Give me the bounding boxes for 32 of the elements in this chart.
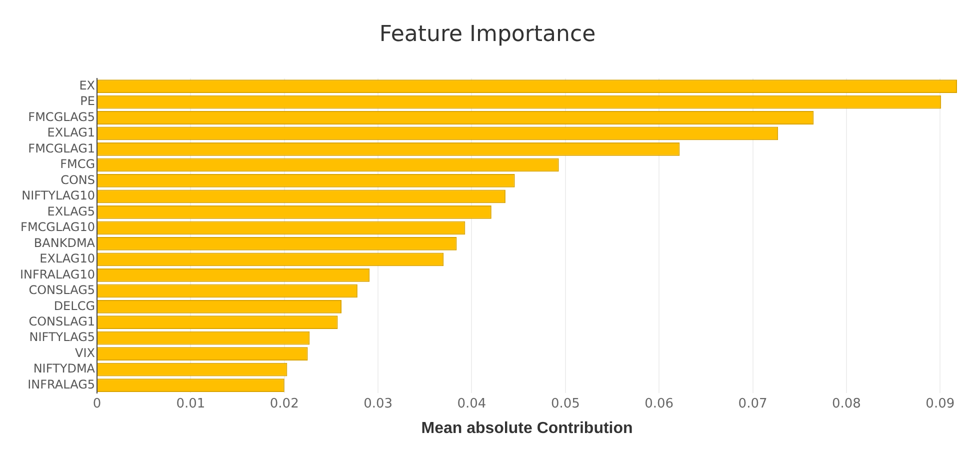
x-tick-label: 0.01 <box>176 396 206 412</box>
y-tick-label: EXLAG5 <box>47 204 96 218</box>
y-tick-label: FMCGLAG1 <box>28 141 96 156</box>
y-tick-label: DELCG <box>54 298 96 313</box>
x-tick-label: 0 <box>92 396 102 412</box>
x-axis-title: Mean absolute Contribution <box>421 420 633 437</box>
y-tick-label: VIX <box>75 346 96 360</box>
y-tick-label: FMCG <box>60 157 96 172</box>
y-tick-label: FMCGLAG10 <box>20 220 96 234</box>
y-tick-label: FMCGLAG5 <box>28 110 96 124</box>
y-tick-label: NIFTYDMA <box>33 362 96 376</box>
x-tick-label: 0.09 <box>926 396 955 412</box>
y-tick-label: CONS <box>60 172 96 187</box>
chart-title: Feature Importance <box>379 22 596 47</box>
x-tick-label: 0.04 <box>457 396 486 412</box>
y-tick-label: INFRALAG10 <box>20 267 96 282</box>
y-tick-label: EXLAG10 <box>40 252 96 266</box>
y-tick-label: BANKDMA <box>34 236 96 250</box>
y-tick-label: CONSLAG5 <box>28 283 96 298</box>
y-tick-label: EXLAG1 <box>47 126 96 140</box>
y-tick-label: PE <box>80 94 96 108</box>
x-tick-label: 0.08 <box>832 396 861 412</box>
y-tick-label: EX <box>79 78 96 92</box>
x-tick-label: 0.02 <box>270 396 299 412</box>
x-tick-label: 0.05 <box>550 396 580 412</box>
y-tick-label: INFRALAG5 <box>28 377 96 392</box>
y-tick-label: NIFTYLAG10 <box>22 188 96 203</box>
y-tick-label: CONSLAG1 <box>28 314 96 328</box>
x-tick-label: 0.07 <box>738 396 768 412</box>
x-tick-label: 0.03 <box>364 396 393 412</box>
x-tick-label: 0.06 <box>644 396 674 412</box>
y-tick-label: NIFTYLAG5 <box>29 330 96 344</box>
